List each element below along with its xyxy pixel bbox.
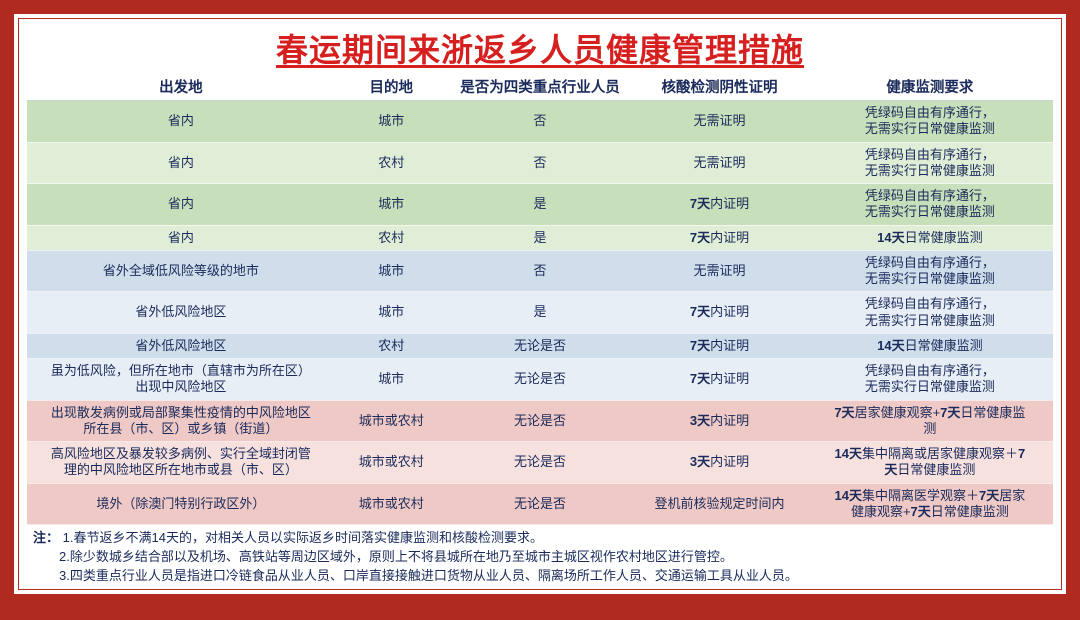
table-header-row: 出发地目的地是否为四类重点行业人员核酸检测阴性证明健康监测要求	[27, 73, 1053, 101]
table-row: 境外（除澳门特别行政区外）城市或农村无论是否登机前核验规定时间内14天集中隔离医…	[27, 483, 1053, 525]
table-cell: 登机前核验规定时间内	[632, 483, 806, 525]
table-cell: 14天集中隔离或居家健康观察＋7天日常健康监测	[807, 442, 1053, 484]
column-header: 是否为四类重点行业人员	[448, 73, 633, 101]
policy-table: 出发地目的地是否为四类重点行业人员核酸检测阴性证明健康监测要求 省内城市否无需证…	[27, 73, 1053, 525]
table-cell: 省外全域低风险等级的地市	[27, 250, 335, 292]
notes-block: 注： 1.春节返乡不满14天的，对相关人员以实际返乡时间落实健康监测和核酸检测要…	[27, 525, 1053, 586]
table-cell: 7天内证明	[632, 333, 806, 358]
table-cell: 无论是否	[448, 442, 633, 484]
table-row: 省内城市否无需证明凭绿码自由有序通行，无需实行日常健康监测	[27, 101, 1053, 143]
table-cell: 3天内证明	[632, 442, 806, 484]
table-cell: 无需证明	[632, 101, 806, 143]
table-row: 虽为低风险，但所在地市（直辖市为所在区）出现中风险地区城市无论是否7天内证明凭绿…	[27, 359, 1053, 401]
table-cell: 凭绿码自由有序通行，无需实行日常健康监测	[807, 184, 1053, 226]
table-cell: 城市或农村	[335, 483, 448, 525]
table-row: 省外全域低风险等级的地市城市否无需证明凭绿码自由有序通行，无需实行日常健康监测	[27, 250, 1053, 292]
table-cell: 否	[448, 250, 633, 292]
table-cell: 7天内证明	[632, 292, 806, 334]
table-cell: 无论是否	[448, 400, 633, 442]
table-cell: 城市	[335, 250, 448, 292]
table-cell: 14天集中隔离医学观察＋7天居家健康观察+7天日常健康监测	[807, 483, 1053, 525]
table-row: 省外低风险地区城市是7天内证明凭绿码自由有序通行，无需实行日常健康监测	[27, 292, 1053, 334]
table-cell: 虽为低风险，但所在地市（直辖市为所在区）出现中风险地区	[27, 359, 335, 401]
table-row: 出现散发病例或局部聚集性疫情的中风险地区所在县（市、区）或乡镇（街道）城市或农村…	[27, 400, 1053, 442]
table-row: 高风险地区及暴发较多病例、实行全域封闭管理的中风险地区所在地市或县（市、区）城市…	[27, 442, 1053, 484]
table-cell: 14天日常健康监测	[807, 333, 1053, 358]
table-cell: 省外低风险地区	[27, 292, 335, 334]
table-cell: 无论是否	[448, 359, 633, 401]
table-cell: 省内	[27, 225, 335, 250]
page-title: 春运期间来浙返乡人员健康管理措施	[27, 21, 1053, 73]
column-header: 出发地	[27, 73, 335, 101]
column-header: 目的地	[335, 73, 448, 101]
table-cell: 省内	[27, 142, 335, 184]
table-cell: 农村	[335, 225, 448, 250]
table-cell: 无需证明	[632, 142, 806, 184]
inner-frame: 春运期间来浙返乡人员健康管理措施 出发地目的地是否为四类重点行业人员核酸检测阴性…	[18, 18, 1062, 590]
table-cell: 城市或农村	[335, 400, 448, 442]
table-cell: 凭绿码自由有序通行，无需实行日常健康监测	[807, 101, 1053, 143]
table-cell: 城市或农村	[335, 442, 448, 484]
column-header: 健康监测要求	[807, 73, 1053, 101]
table-cell: 凭绿码自由有序通行，无需实行日常健康监测	[807, 142, 1053, 184]
table-cell: 凭绿码自由有序通行，无需实行日常健康监测	[807, 359, 1053, 401]
table-row: 省内农村是7天内证明14天日常健康监测	[27, 225, 1053, 250]
column-header: 核酸检测阴性证明	[632, 73, 806, 101]
note-item: 1.春节返乡不满14天的，对相关人员以实际返乡时间落实健康监测和核酸检测要求。	[63, 530, 543, 545]
table-cell: 3天内证明	[632, 400, 806, 442]
table-cell: 无需证明	[632, 250, 806, 292]
table-cell: 城市	[335, 101, 448, 143]
table-cell: 否	[448, 101, 633, 143]
table-cell: 7天内证明	[632, 184, 806, 226]
table-cell: 城市	[335, 292, 448, 334]
table-cell: 高风险地区及暴发较多病例、实行全域封闭管理的中风险地区所在地市或县（市、区）	[27, 442, 335, 484]
table-row: 省内农村否无需证明凭绿码自由有序通行，无需实行日常健康监测	[27, 142, 1053, 184]
table-row: 省外低风险地区农村无论是否7天内证明14天日常健康监测	[27, 333, 1053, 358]
note-item: 2.除少数城乡结合部以及机场、高铁站等周边区域外，原则上不将县城所在地乃至城市主…	[59, 549, 733, 564]
table-cell: 是	[448, 225, 633, 250]
table-cell: 14天日常健康监测	[807, 225, 1053, 250]
table-cell: 7天居家健康观察+7天日常健康监测	[807, 400, 1053, 442]
table-cell: 是	[448, 184, 633, 226]
table-cell: 农村	[335, 142, 448, 184]
table-cell: 7天内证明	[632, 359, 806, 401]
table-cell: 省内	[27, 184, 335, 226]
table-cell: 境外（除澳门特别行政区外）	[27, 483, 335, 525]
table-cell: 农村	[335, 333, 448, 358]
table-cell: 凭绿码自由有序通行，无需实行日常健康监测	[807, 250, 1053, 292]
table-cell: 城市	[335, 184, 448, 226]
table-cell: 省外低风险地区	[27, 333, 335, 358]
notes-label: 注：	[33, 530, 59, 545]
table-cell: 城市	[335, 359, 448, 401]
table-cell: 无论是否	[448, 333, 633, 358]
table-cell: 是	[448, 292, 633, 334]
table-cell: 无论是否	[448, 483, 633, 525]
table-cell: 出现散发病例或局部聚集性疫情的中风险地区所在县（市、区）或乡镇（街道）	[27, 400, 335, 442]
table-cell: 否	[448, 142, 633, 184]
note-item: 3.四类重点行业人员是指进口冷链食品从业人员、口岸直接接触进口货物从业人员、隔离…	[59, 568, 798, 583]
table-cell: 省内	[27, 101, 335, 143]
outer-frame: 春运期间来浙返乡人员健康管理措施 出发地目的地是否为四类重点行业人员核酸检测阴性…	[12, 12, 1068, 596]
table-cell: 7天内证明	[632, 225, 806, 250]
table-row: 省内城市是7天内证明凭绿码自由有序通行，无需实行日常健康监测	[27, 184, 1053, 226]
table-cell: 凭绿码自由有序通行，无需实行日常健康监测	[807, 292, 1053, 334]
